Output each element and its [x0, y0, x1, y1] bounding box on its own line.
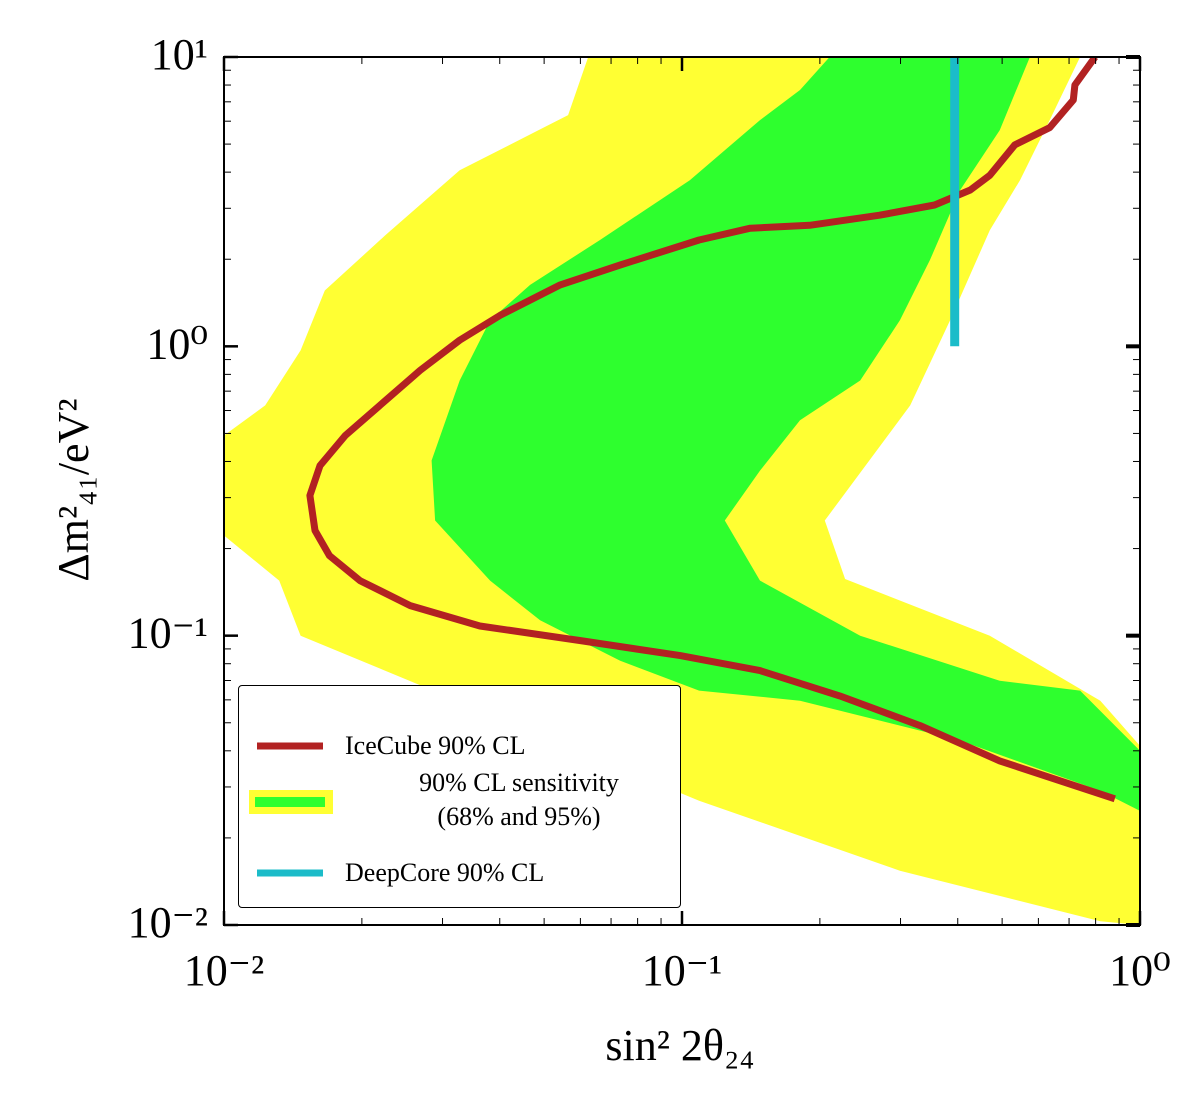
x-axis-label: sin² 2θ₂₄ [605, 1021, 754, 1070]
y-axis-label: Δm²₄₁/eV² [49, 398, 98, 581]
legend-swatch [257, 742, 323, 750]
x-tick-label: 10⁻¹ [642, 946, 722, 995]
contour-line [306, 57, 1116, 803]
plot-area [224, 57, 1140, 925]
x-tick-label: 10⁻² [184, 946, 264, 995]
legend-swatch [257, 869, 323, 877]
y-tick-label: 10⁻¹ [128, 609, 208, 658]
legend-label: IceCube 90% CL [345, 731, 526, 760]
legend: IceCube 90% CL 90% CL sensitivity (68% an… [238, 685, 681, 908]
y-tick-label: 10¹ [151, 30, 208, 79]
legend-label: DeepCore 90% CL [345, 858, 545, 887]
y-tick-label: 10⁻² [128, 898, 208, 947]
legend-swatch-inner [255, 797, 325, 807]
y-tick-label: 10⁰ [146, 319, 208, 368]
legend-entry: 90% CL sensitivity (68% and 95%) [239, 768, 680, 831]
legend-swatch [249, 790, 333, 814]
legend-label: 90% CL sensitivity (68% and 95%) [419, 768, 619, 831]
axes: 10⁻² 10⁻¹ 10⁰ 10⁻² 10⁻¹ 10⁰ 10¹ [128, 30, 1171, 995]
x-tick-label: 10⁰ [1109, 946, 1171, 995]
sensitivity-band [431, 57, 1140, 811]
legend-entry: IceCube 90% CL [239, 726, 680, 766]
legend-entry: DeepCore 90% CL [239, 853, 680, 893]
